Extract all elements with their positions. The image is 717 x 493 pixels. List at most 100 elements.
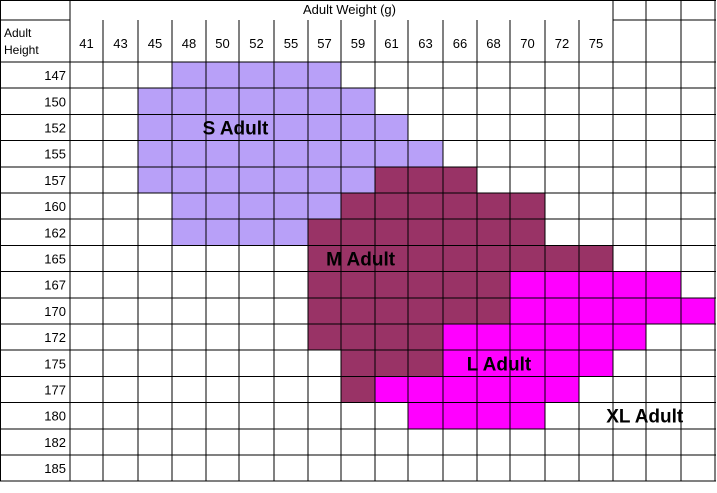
size-cell-s — [239, 88, 274, 115]
size-cell-s — [239, 62, 274, 89]
size-cell-s — [274, 62, 308, 89]
size-cell-m — [510, 245, 545, 272]
size-cell-m — [443, 193, 477, 220]
size-cell-l — [510, 376, 545, 403]
size-cell-l — [613, 271, 646, 298]
size-cell-l — [510, 297, 545, 324]
height-tick-label: 147 — [44, 68, 66, 83]
height-axis-title: Adult — [4, 26, 32, 40]
height-tick-label: 177 — [44, 383, 66, 398]
size-cell-m — [477, 271, 510, 298]
size-cell-s — [172, 193, 206, 220]
zone-label-m: M Adult — [326, 250, 396, 271]
size-cell-l — [646, 297, 681, 324]
size-cell-s — [206, 62, 239, 89]
size-cell-m — [375, 166, 408, 193]
size-cell-m — [545, 245, 579, 272]
height-tick-label: 165 — [44, 252, 66, 267]
size-cell-s — [206, 193, 239, 220]
height-tick-label: 185 — [44, 461, 66, 476]
size-cell-s — [375, 114, 408, 141]
size-cell-s — [206, 88, 239, 115]
size-cell-l — [545, 376, 579, 403]
size-cell-l — [408, 376, 443, 403]
size-cell-m — [510, 219, 545, 246]
size-cell-m — [443, 245, 477, 272]
size-cell-s — [274, 88, 308, 115]
size-cell-s — [239, 193, 274, 220]
size-cell-s — [172, 140, 206, 167]
size-cell-m — [341, 324, 375, 351]
size-cell-s — [308, 88, 341, 115]
size-cell-m — [477, 193, 510, 220]
size-cell-m — [408, 297, 443, 324]
size-cell-l — [646, 271, 681, 298]
size-cell-l — [545, 324, 579, 351]
size-cell-s — [172, 219, 206, 246]
size-cell-m — [443, 271, 477, 298]
size-cell-s — [239, 140, 274, 167]
size-cell-s — [274, 166, 308, 193]
size-cell-s — [274, 193, 308, 220]
weight-tick-label: 43 — [113, 36, 127, 51]
height-tick-label: 155 — [44, 147, 66, 162]
size-cell-l — [477, 350, 510, 377]
size-cell-l — [477, 324, 510, 351]
zone-label-l: L Adult — [467, 354, 532, 375]
weight-tick-label: 68 — [486, 36, 500, 51]
size-cell-m — [408, 271, 443, 298]
size-cell-s — [341, 140, 375, 167]
size-cell-m — [308, 245, 341, 272]
zone-label-xl: XL Adult — [606, 407, 684, 428]
size-cell-s — [239, 114, 274, 141]
height-tick-label: 175 — [44, 356, 66, 371]
weight-tick-label: 72 — [555, 36, 569, 51]
size-cell-m — [308, 271, 341, 298]
size-cell-s — [172, 166, 206, 193]
height-tick-label: 160 — [44, 199, 66, 214]
height-tick-label: 152 — [44, 121, 66, 136]
size-cell-l — [545, 350, 579, 377]
size-cell-s — [138, 114, 172, 141]
size-cell-l — [477, 402, 510, 429]
weight-tick-label: 48 — [182, 36, 196, 51]
size-cell-m — [308, 297, 341, 324]
size-cell-l — [443, 324, 477, 351]
size-cell-s — [206, 166, 239, 193]
weight-tick-label: 52 — [249, 36, 263, 51]
size-cell-s — [308, 166, 341, 193]
size-cell-l — [477, 376, 510, 403]
size-cell-m — [443, 297, 477, 324]
size-cell-l — [579, 324, 613, 351]
height-tick-label: 180 — [44, 409, 66, 424]
size-cell-s — [308, 140, 341, 167]
size-cell-s — [308, 62, 341, 89]
size-cell-s — [206, 140, 239, 167]
size-cell-m — [443, 219, 477, 246]
size-cell-s — [308, 114, 341, 141]
weight-tick-label: 41 — [79, 36, 93, 51]
size-cell-l — [375, 376, 408, 403]
size-cell-m — [510, 193, 545, 220]
size-cell-s — [172, 88, 206, 115]
size-cell-l — [579, 297, 613, 324]
size-cell-m — [375, 271, 408, 298]
size-cell-l — [443, 402, 477, 429]
size-cell-l — [443, 376, 477, 403]
weight-tick-label: 50 — [215, 36, 229, 51]
size-cell-s — [341, 166, 375, 193]
size-cell-m — [308, 219, 341, 246]
size-cell-m — [341, 219, 375, 246]
size-cell-s — [206, 219, 239, 246]
size-cell-l — [681, 297, 715, 324]
size-cell-m — [375, 219, 408, 246]
size-cell-s — [138, 88, 172, 115]
size-cell-m — [408, 324, 443, 351]
size-cell-l — [510, 350, 545, 377]
size-cell-l — [579, 350, 613, 377]
size-cell-m — [341, 271, 375, 298]
size-cell-l — [510, 324, 545, 351]
weight-tick-label: 55 — [284, 36, 298, 51]
weight-tick-label: 57 — [317, 36, 331, 51]
